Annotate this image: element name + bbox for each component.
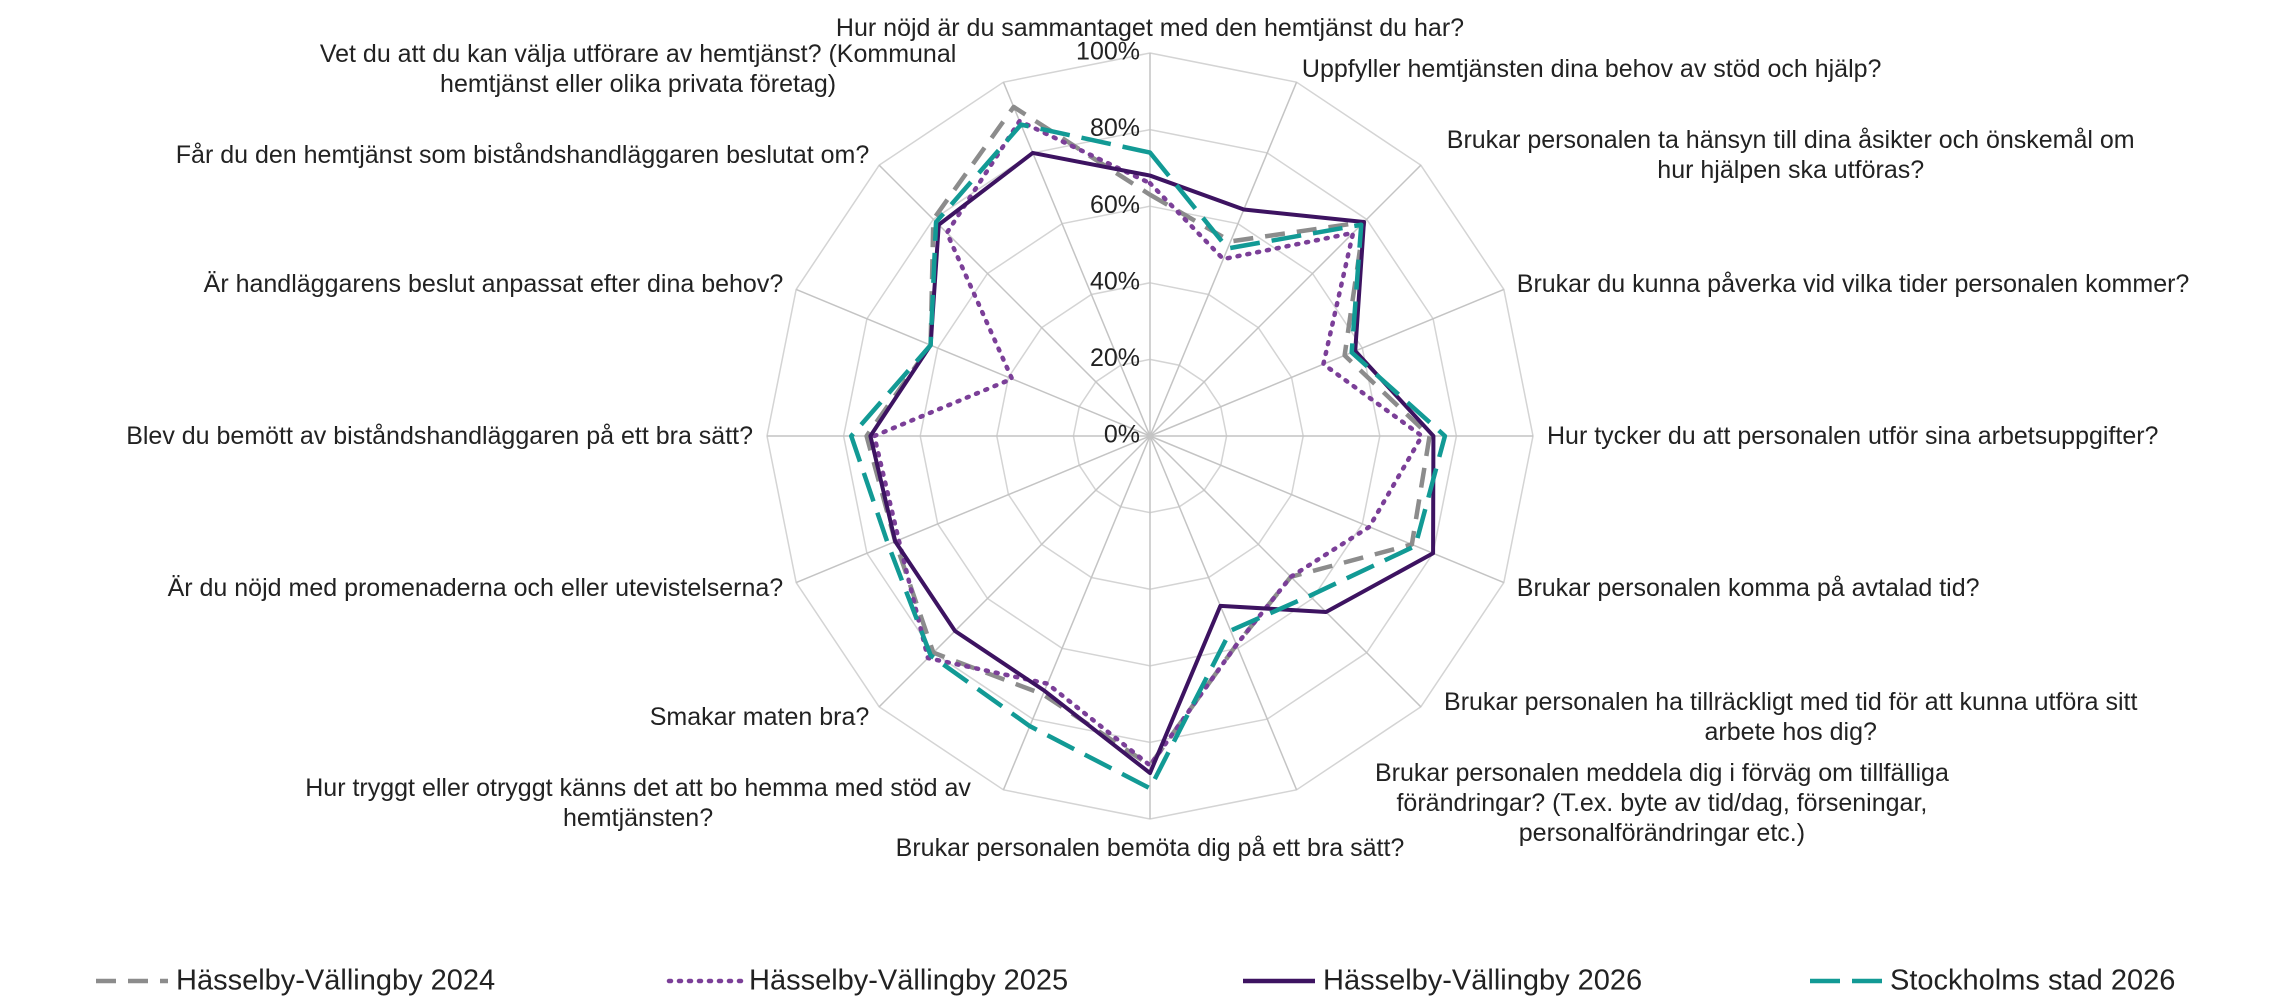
spoke (1002, 81, 1151, 437)
category-label: Brukar personalen komma på avtalad tid? (1516, 573, 1980, 602)
spoke (878, 164, 1151, 437)
category-label: Smakar maten bra? (649, 702, 870, 731)
category-label: Uppfyller hemtjänsten dina behov av stöd… (1301, 55, 1882, 84)
series-line (871, 118, 1425, 768)
category-label: Hur tryggt eller otryggt känns det att b… (305, 773, 971, 832)
r-tick-label: 20% (1090, 344, 1140, 372)
r-tick-label: 40% (1090, 267, 1140, 295)
r-tick-label: 100% (1076, 38, 1140, 66)
spoke (795, 435, 1151, 584)
category-label: Brukar du kunna påverka vid vilka tider … (1516, 270, 2190, 299)
spoke (1149, 81, 1298, 437)
spoke (1002, 435, 1151, 791)
spoke (1149, 435, 1298, 791)
series-line (849, 122, 1448, 791)
spoke (1149, 164, 1422, 437)
legend-label: Hässelby-Vällingby 2025 (749, 965, 1068, 997)
r-tick-label: 0% (1104, 421, 1140, 449)
category-label: Är handläggarens beslut anpassat efter d… (203, 270, 784, 299)
category-label: Blev du bemött av biståndshandläggaren p… (126, 422, 753, 450)
legend-label: Stockholms stad 2026 (1890, 965, 2175, 997)
legend-label: Hässelby-Vällingby 2024 (176, 965, 495, 997)
category-label: Brukar personalen ha tillräckligt med ti… (1444, 687, 2138, 746)
spoke (878, 435, 1151, 708)
r-tick-label: 60% (1090, 191, 1140, 219)
category-label: Brukar personalen ta hänsyn till dina ås… (1446, 126, 2135, 185)
category-label: Är du nöjd med promenaderna och eller ut… (167, 573, 784, 602)
spoke (1149, 435, 1505, 584)
spoke (1149, 288, 1505, 437)
spoke (1149, 435, 1422, 708)
category-label: Får du den hemtjänst som biståndshandläg… (175, 141, 870, 170)
category-label: Brukar personalen bemöta dig på ett bra … (895, 834, 1405, 862)
legend-label: Hässelby-Vällingby 2026 (1323, 965, 1642, 997)
category-label: Hur nöjd är du sammantaget med den hemtj… (835, 14, 1465, 42)
category-label: Brukar personalen meddela dig i förväg o… (1374, 758, 1949, 847)
category-label: Hur tycker du att personalen utför sina … (1547, 422, 2159, 450)
category-label: Vet du att du kan välja utförare av hemt… (319, 40, 957, 99)
r-tick-label: 80% (1090, 114, 1140, 142)
spoke (795, 288, 1151, 437)
